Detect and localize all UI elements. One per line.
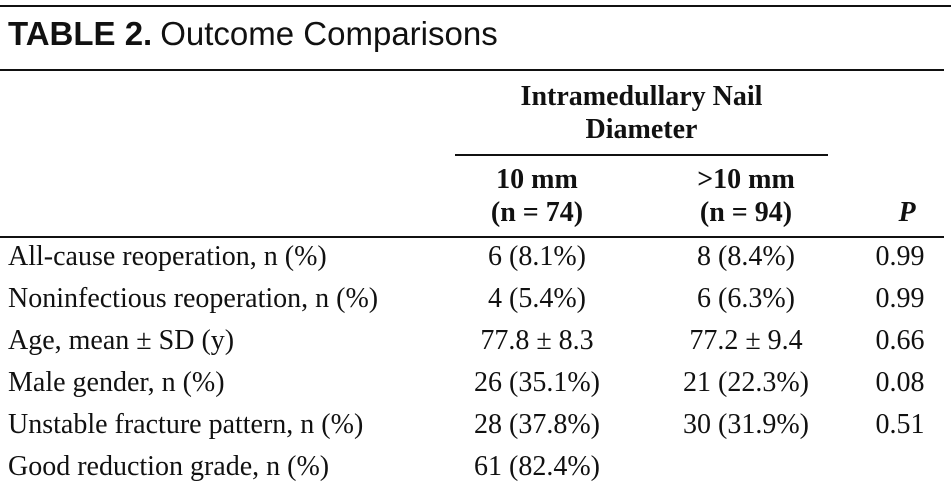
cell-10mm: 28 (37.8%) [474, 409, 600, 440]
row-label: Unstable fracture pattern, n (%) [8, 409, 364, 440]
cell-p: 0.99 [875, 283, 925, 314]
spanner-rule [455, 154, 828, 156]
cell-over-10mm: 21 (22.3%) [683, 367, 809, 398]
table-row: All-cause reoperation, n (%) 6 (8.1%) 8 … [0, 236, 944, 278]
cell-10mm: 77.8 ± 8.3 [480, 325, 594, 356]
col1-line-2: (n = 74) [490, 197, 584, 228]
row-label: Noninfectious reoperation, n (%) [8, 283, 379, 314]
col2-line-1: >10 mm [697, 164, 795, 195]
spanner-line-1: Intramedullary Nail [520, 81, 763, 112]
table-title-text: Outcome Comparisons [160, 15, 498, 52]
cell-over-10mm: 6 (6.3%) [697, 283, 795, 314]
column-header-over-10mm: >10 mm (n = 94) [650, 163, 842, 229]
column-header-p: P [898, 197, 916, 228]
table-body: All-cause reoperation, n (%) 6 (8.1%) 8 … [0, 236, 944, 488]
cell-10mm: 61 (82.4%) [474, 451, 600, 482]
cell-over-10mm: 8 (8.4%) [697, 241, 795, 272]
row-label: Good reduction grade, n (%) [8, 451, 330, 482]
header-bottom-rule [0, 236, 944, 238]
row-label: Male gender, n (%) [8, 367, 225, 398]
cell-p: 0.66 [875, 325, 925, 356]
table-row: Age, mean ± SD (y) 77.8 ± 8.3 77.2 ± 9.4… [0, 320, 944, 362]
row-label: All-cause reoperation, n (%) [8, 241, 327, 272]
table-label: TABLE 2. [8, 15, 153, 52]
cell-p: 0.51 [875, 409, 925, 440]
table-title: TABLE 2. Outcome Comparisons [8, 14, 498, 54]
cell-over-10mm: 77.2 ± 9.4 [689, 325, 803, 356]
spanner-line-2: Diameter [585, 114, 698, 145]
cell-10mm: 6 (8.1%) [488, 241, 586, 272]
column-header-10mm: 10 mm (n = 74) [455, 163, 619, 229]
col1-line-1: 10 mm [496, 164, 578, 195]
table-row: Noninfectious reoperation, n (%) 4 (5.4%… [0, 278, 944, 320]
top-rule [0, 5, 951, 7]
table-row: Unstable fracture pattern, n (%) 28 (37.… [0, 404, 944, 446]
row-label: Age, mean ± SD (y) [8, 325, 235, 356]
header-top-rule [0, 69, 944, 71]
cell-p: 0.08 [875, 367, 925, 398]
cell-10mm: 26 (35.1%) [474, 367, 600, 398]
cell-p: 0.99 [875, 241, 925, 272]
cell-over-10mm: 30 (31.9%) [683, 409, 809, 440]
col2-line-2: (n = 94) [699, 197, 793, 228]
table-row: Male gender, n (%) 26 (35.1%) 21 (22.3%)… [0, 362, 944, 404]
cell-10mm: 4 (5.4%) [488, 283, 586, 314]
table-row: Good reduction grade, n (%) 61 (82.4%) [0, 446, 944, 488]
column-spanner: Intramedullary Nail Diameter [455, 80, 828, 146]
